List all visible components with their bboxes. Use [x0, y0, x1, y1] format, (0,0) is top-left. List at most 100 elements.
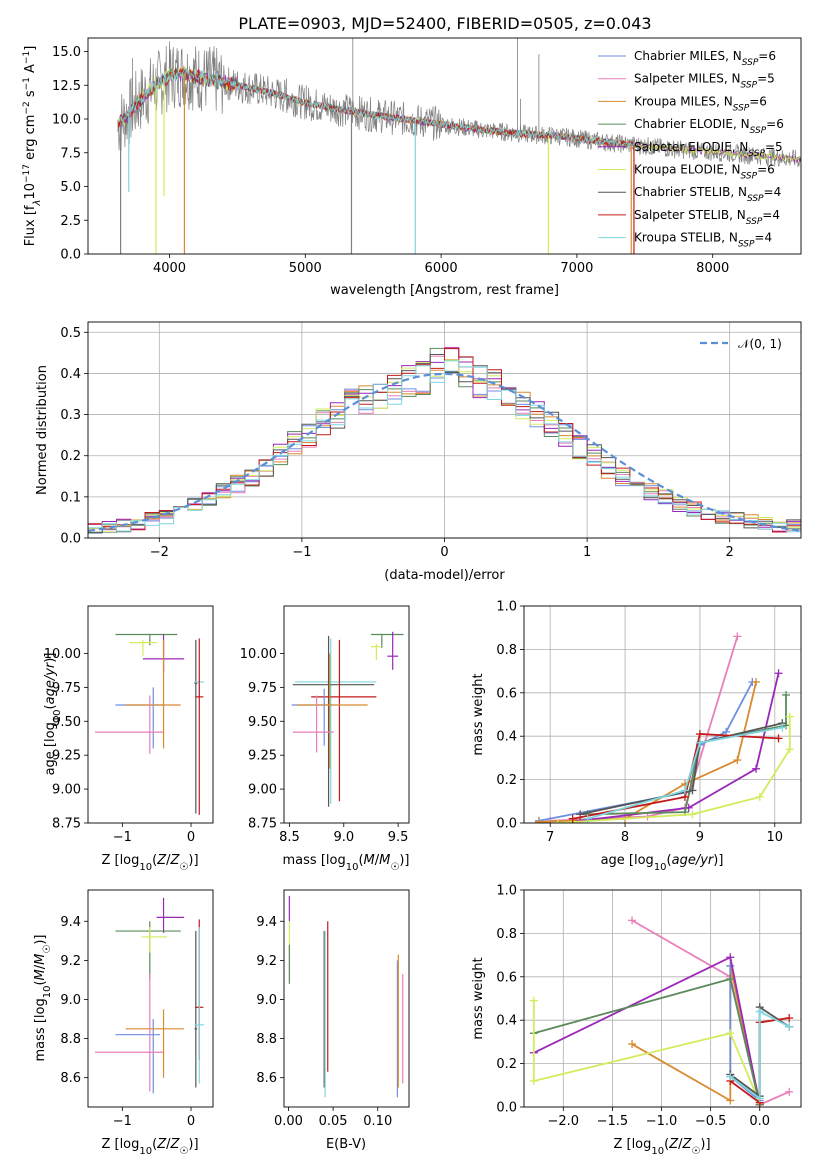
label-part: age/yr — [672, 853, 715, 868]
legend-sub: SSP — [741, 172, 758, 182]
y-axis-label-part: −1 — [22, 51, 32, 64]
y-tick-label: 0.0 — [60, 532, 81, 547]
label-part: 10 — [346, 862, 359, 873]
y-tick-label: 9.25 — [248, 749, 277, 764]
label-part: M — [33, 954, 48, 965]
label-part: / — [375, 853, 380, 868]
label-part: ☉ — [179, 862, 188, 873]
y-tick-label: 8.75 — [248, 817, 277, 832]
y-axis-label-part: 10 — [23, 183, 38, 200]
y-tick-label: 0.0 — [496, 1101, 517, 1116]
label-part: ( — [33, 980, 48, 985]
y-tick-label: 0.6 — [496, 970, 517, 985]
normal-curve — [88, 372, 801, 532]
legend-eq: = — [754, 231, 764, 245]
y-tick-label: 0.8 — [496, 643, 517, 658]
panel-7: −2.0 −1.5 −1.0 −0.5 0.0 0.0 0.2 0.4 0.6 0.8 1.0 mas… — [471, 884, 802, 1129]
legend-sep: , N — [716, 94, 733, 108]
legend-eq: = — [766, 117, 776, 131]
label-part: age/yr — [43, 661, 58, 704]
label-part: 10 — [42, 986, 53, 999]
y-tick-label: 15.0 — [52, 45, 81, 60]
x-tick-label: 6000 — [425, 261, 458, 276]
weight-line-kroupa-stelib — [729, 1010, 790, 1101]
y-tick-label: 0.6 — [496, 686, 517, 701]
legend-sep: , N — [724, 72, 741, 86]
label-part: mass [log — [33, 998, 48, 1061]
label-part: age [log — [601, 853, 654, 868]
label-part: 10 — [139, 862, 152, 873]
legend-series-name: Chabrier STELIB — [634, 185, 730, 199]
legend-eq: = — [762, 208, 772, 222]
label-part: )] — [33, 935, 48, 945]
y-tick-label: 9.50 — [248, 715, 277, 730]
plot-area — [94, 633, 205, 815]
legend-eq: = — [749, 94, 759, 108]
x-tick-label: 1 — [583, 545, 591, 560]
label-part: Z [log — [101, 853, 139, 868]
x-tick-label: 2 — [726, 545, 734, 560]
label-part: 10 — [654, 862, 667, 873]
legend-entry: Salpeter ELODIE, NSSP=5 — [634, 140, 783, 159]
y-tick-label: 1.0 — [496, 884, 517, 899]
x-tick-label: 4000 — [153, 261, 186, 276]
y-tick-label: 8.8 — [256, 1032, 277, 1047]
x-tick-label: 0.10 — [363, 1114, 392, 1129]
y-axis-label-part: −2 — [22, 101, 32, 114]
legend-series-name: Kroupa MILES — [634, 94, 716, 108]
x-axis-label: (data-model)/error — [384, 568, 505, 583]
label-part: Z — [668, 1137, 679, 1152]
y-tick-label: 9.2 — [60, 954, 81, 969]
y-tick-label: 9.2 — [256, 954, 277, 969]
y-tick-label: 5.0 — [60, 180, 81, 195]
x-axis-label: mass [log10(M/M☉)] — [283, 853, 410, 873]
panel-4: 7 8 9 10 0.0 0.2 0.4 0.6 0.8 1.0 mass weight — [471, 600, 802, 845]
y-tick-label: 9.25 — [52, 749, 81, 764]
label-part: ☉ — [179, 1146, 188, 1157]
legend-sub: SSP — [742, 58, 759, 68]
y-axis-label-part: λ — [32, 200, 43, 207]
label-part: Z — [170, 1137, 181, 1152]
y-tick-label: 0.2 — [496, 773, 517, 788]
x-tick-label: 9.5 — [388, 830, 409, 845]
label-part: age [log — [43, 722, 58, 775]
y-tick-label: 9.4 — [256, 915, 277, 930]
y-tick-label: 9.00 — [52, 783, 81, 798]
legend-series-name: Salpeter STELIB — [634, 208, 729, 222]
label-part: / — [33, 964, 48, 969]
y-axis-label-part: Flux [f — [23, 205, 38, 246]
legend-entry: Kroupa ELODIE, NSSP=6 — [634, 163, 775, 182]
legend-sub: SSP — [750, 126, 767, 136]
label-part: 10 — [52, 709, 63, 722]
y-axis-label: mass [log10(M/M☉)] — [33, 935, 53, 1062]
label-part: 10 — [651, 1146, 664, 1157]
weight-line-salpeter-stelib — [572, 733, 779, 820]
legend-entry: Chabrier ELODIE, NSSP=6 — [634, 117, 784, 136]
legend-nssp: 6 — [767, 163, 775, 177]
legend-entry: Salpeter STELIB, NSSP=4 — [634, 208, 780, 227]
y-tick-label: 8.6 — [60, 1071, 81, 1086]
weight-line-chabrier-stelib — [579, 722, 783, 816]
y-tick-label: 0.4 — [496, 730, 517, 745]
legend-sub: SSP — [746, 217, 763, 227]
panel-5: −1 0 8.6 8.8 9.0 9.2 9.4 — [60, 889, 214, 1129]
label-part: Z [log — [101, 1137, 139, 1152]
legend-eq: = — [757, 72, 767, 86]
label-part: M — [379, 853, 390, 868]
legend-nssp: 5 — [775, 140, 783, 154]
label-part: / — [166, 853, 171, 868]
panel-3: 8.5 9.0 9.5 8.75 9.00 9.25 9.50 9.75 10.00 — [240, 605, 410, 845]
legend-nssp: 4 — [774, 185, 782, 199]
legend-nssp: 6 — [776, 117, 784, 131]
y-axis-label: mass weight — [471, 957, 486, 1039]
x-tick-label: −1 — [113, 830, 132, 845]
legend-series-name: Chabrier ELODIE — [634, 117, 733, 131]
x-tick-label: 0 — [440, 545, 448, 560]
y-tick-label: 1.0 — [496, 600, 517, 615]
label-part: )] — [43, 653, 58, 663]
x-axis-label: Z [log10(Z/Z☉)] — [613, 1137, 710, 1157]
model-spectrum-kroupa-stelib — [117, 67, 635, 148]
label-part: Z [log — [613, 1137, 651, 1152]
x-tick-label: 8000 — [696, 261, 729, 276]
x-axis-label: Z [log10(Z/Z☉)] — [101, 1137, 198, 1157]
